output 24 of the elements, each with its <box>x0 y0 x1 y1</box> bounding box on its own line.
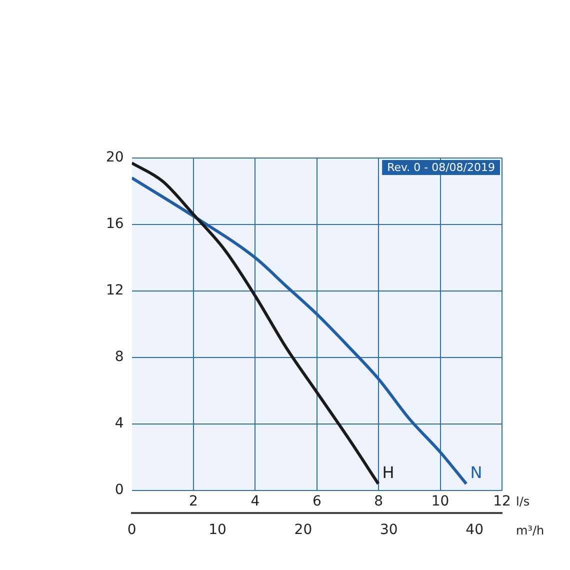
x-tick-label: 2 <box>189 493 198 510</box>
x-axis-title: l/s <box>516 494 530 509</box>
series-label: N <box>470 462 482 482</box>
x-tick-label: 4 <box>250 493 260 510</box>
y-tick-label: 16 <box>106 216 124 232</box>
x2-tick-label: 0 <box>127 522 136 538</box>
x-tick-label: 10 <box>431 493 450 510</box>
x-tick-label: 8 <box>374 493 384 510</box>
x2-tick-label: 40 <box>466 522 484 538</box>
x-tick-label: 12 <box>493 493 511 510</box>
y-tick-label: 0 <box>114 482 124 498</box>
series-label: H <box>382 462 394 482</box>
line-series <box>132 176 468 486</box>
annotation: Rev. 0 - 08/08/2019 <box>387 160 496 174</box>
line-series <box>132 161 380 486</box>
x-tick-label: 6 <box>312 493 322 510</box>
y-tick-label: 20 <box>106 150 124 166</box>
y-tick-label: 8 <box>114 349 124 366</box>
x2-tick-label: 30 <box>380 522 398 538</box>
y-tick-label: 4 <box>114 416 124 432</box>
x2-tick-label: 20 <box>294 522 312 538</box>
x2-axis-title: m³/h <box>516 523 544 538</box>
y-tick-label: 12 <box>106 282 124 299</box>
x2-tick-label: 10 <box>208 522 226 538</box>
